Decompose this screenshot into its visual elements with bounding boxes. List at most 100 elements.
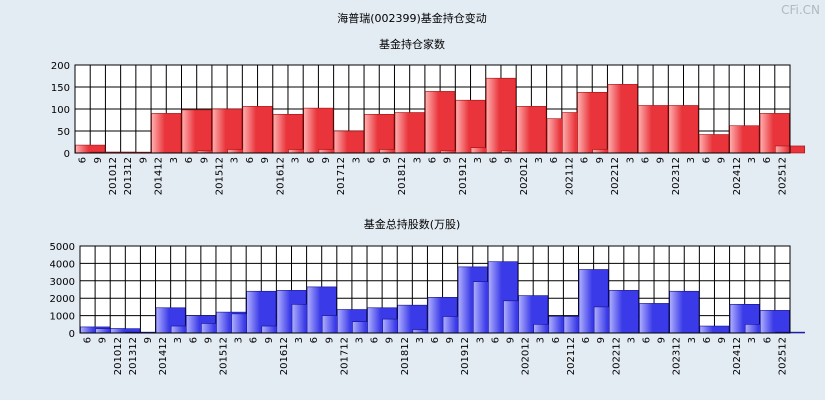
x-tick-label: 6 (490, 337, 501, 343)
x-tick-label: 201712 (339, 337, 350, 375)
x-tick-label: 9 (595, 157, 606, 163)
x-tick-label: 9 (321, 157, 332, 163)
x-tick-label: 6 (549, 157, 560, 163)
x-tick-label: 9 (199, 157, 210, 163)
bar (639, 303, 669, 334)
x-tick-label: 201512 (215, 157, 226, 195)
x-tick-label: 6 (188, 337, 199, 343)
x-tick-label: 6 (581, 337, 592, 343)
x-tick-label: 9 (717, 157, 728, 163)
x-tick-label: 9 (98, 337, 109, 343)
x-tick-label: 6 (430, 337, 441, 343)
y-tick-label: 2000 (50, 294, 75, 305)
y-tick-label: 0 (69, 329, 75, 340)
x-tick-label: 201012 (108, 157, 119, 195)
x-tick-label: 9 (656, 157, 667, 163)
x-tick-label: 6 (762, 157, 773, 163)
bar (485, 77, 516, 154)
y-tick-label: 200 (51, 61, 70, 72)
x-tick-label: 6 (701, 157, 712, 163)
x-tick-label: 9 (443, 157, 454, 163)
x-tick-label: 202012 (519, 157, 530, 195)
x-tick-label: 202112 (566, 337, 577, 375)
bar (729, 125, 760, 154)
bar (212, 108, 243, 154)
x-tick-label: 3 (294, 337, 305, 343)
x-tick-label: 3 (351, 157, 362, 163)
bar (333, 130, 364, 154)
bar (364, 113, 395, 154)
bar (759, 310, 790, 334)
x-tick-label: 3 (686, 157, 697, 163)
x-tick-label: 3 (625, 157, 636, 163)
x-tick-label: 201312 (128, 337, 139, 375)
bar (699, 325, 730, 334)
y-tick-label: 100 (51, 105, 70, 116)
x-tick-label: 3 (747, 157, 758, 163)
x-tick-label: 9 (93, 157, 104, 163)
y-tick-label: 1000 (50, 312, 75, 323)
x-tick-label: 9 (260, 157, 271, 163)
x-tick-label: 6 (641, 337, 652, 343)
x-tick-label: 6 (551, 337, 562, 343)
x-tick-label: 3 (747, 337, 758, 343)
x-tick-label: 201512 (219, 337, 230, 375)
x-tick-label: 3 (473, 157, 484, 163)
chart-title-fund-count: 基金持仓家数 (379, 37, 445, 51)
x-tick-label: 202512 (777, 337, 788, 375)
x-tick-label: 202312 (672, 337, 683, 375)
x-tick-label: 3 (230, 157, 241, 163)
x-tick-label: 202312 (671, 157, 682, 195)
x-tick-label: 202412 (732, 337, 743, 375)
y-tick-label: 150 (51, 83, 70, 94)
x-tick-label: 202412 (732, 157, 743, 195)
x-tick-label: 201312 (123, 157, 134, 195)
bar (151, 113, 182, 154)
watermark: CFi.CN (781, 3, 820, 17)
x-tick-label: 202212 (611, 337, 622, 375)
x-tick-label: 6 (370, 337, 381, 343)
x-tick-label: 3 (354, 337, 365, 343)
y-tick-label: 5000 (50, 242, 75, 253)
x-tick-label: 201812 (397, 157, 408, 195)
x-tick-label: 6 (309, 337, 320, 343)
bar (75, 144, 106, 154)
bar (516, 106, 547, 154)
x-tick-label: 9 (445, 337, 456, 343)
bar (668, 105, 699, 154)
x-tick-label: 3 (534, 157, 545, 163)
x-tick-label: 6 (184, 157, 195, 163)
x-tick-label: 3 (415, 337, 426, 343)
x-tick-label: 9 (382, 157, 393, 163)
bar (394, 112, 425, 154)
x-tick-label: 201612 (275, 157, 286, 195)
x-tick-label: 6 (249, 337, 260, 343)
x-tick-label: 9 (717, 337, 728, 343)
x-tick-label: 9 (385, 337, 396, 343)
plot-frame (74, 64, 791, 154)
bar (607, 84, 638, 154)
x-tick-label: 6 (762, 337, 773, 343)
x-tick-label: 6 (580, 157, 591, 163)
bar (242, 106, 273, 154)
x-tick-label: 201412 (158, 337, 169, 375)
x-tick-label: 6 (78, 157, 89, 163)
x-tick-label: 3 (291, 157, 302, 163)
x-tick-label: 3 (412, 157, 423, 163)
x-tick-label: 6 (245, 157, 256, 163)
bar (578, 269, 609, 334)
chart-title-total-shares: 基金总持股数(万股) (364, 217, 461, 231)
bar (638, 105, 669, 154)
x-tick-label: 201912 (460, 337, 471, 375)
bar (303, 107, 334, 154)
plot-frame (79, 245, 791, 334)
x-tick-label: 201812 (400, 337, 411, 375)
x-tick-label: 9 (657, 337, 668, 343)
page-title: 海普瑞(002399)基金持仓变动 (337, 11, 487, 25)
x-tick-label: 3 (173, 337, 184, 343)
bar (181, 109, 212, 154)
y-tick-label: 3000 (50, 277, 75, 288)
